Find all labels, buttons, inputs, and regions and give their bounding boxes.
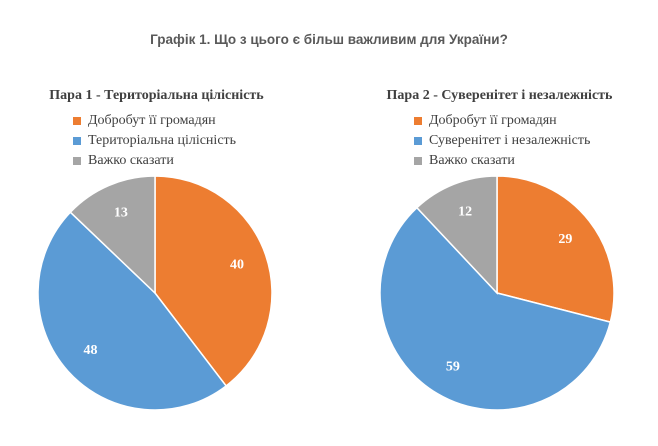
data-label-sovereignty: 59 [446,360,460,375]
data-label-wellbeing: 29 [558,232,572,247]
pie-chart-1: 40 48 13 [37,175,273,411]
legend-swatch-wellbeing [73,117,81,125]
figure-title: Графік 1. Що з цього є більш важливим дл… [150,32,508,47]
legend-item-sovereignty: Суверенітет і незалежність [414,131,590,151]
legend-item-hard-to-say: Важко сказати [73,151,236,171]
pie-slice-wellbeing [154,175,273,387]
chart-title-1: Пара 1 - Територіальна цілісність [49,88,264,103]
pie-slice-sovereignty [379,206,612,411]
pie-slice-hard-to-say [415,175,498,295]
data-label-hard-to-say: 13 [114,206,128,221]
data-label-wellbeing: 40 [230,257,244,272]
chart-panel-2: Пара 2 - Суверенітет і незалежність Добр… [329,0,658,446]
legend-label-wellbeing: Добробут її громадян [429,113,557,128]
data-label-territorial-integrity: 48 [84,343,98,358]
pie-chart-2: 29 59 12 [379,175,615,411]
legend-label-hard-to-say: Важко сказати [429,153,515,168]
legend-label-territorial-integrity: Територіальна цілісність [88,133,237,148]
legend-item-territorial-integrity: Територіальна цілісність [73,131,236,151]
legend-swatch-hard-to-say [73,157,81,165]
legend-item-hard-to-say: Важко сказати [414,151,590,171]
legend-item-wellbeing: Добробут її громадян [414,111,590,131]
chart-title-2: Пара 2 - Суверенітет і незалежність [386,88,613,103]
legend-label-wellbeing: Добробут її громадян [88,113,216,128]
legend-swatch-sovereignty [414,137,422,145]
data-label-hard-to-say: 12 [458,205,472,220]
pie-slice-territorial-integrity [37,211,228,411]
legend-2: Добробут її громадян Суверенітет і незал… [414,111,590,171]
pie-slice-wellbeing [496,175,615,324]
legend-item-wellbeing: Добробут її громадян [73,111,236,131]
legend-swatch-hard-to-say [414,157,422,165]
legend-1: Добробут її громадян Територіальна ціліс… [73,111,236,171]
legend-swatch-territorial-integrity [73,137,81,145]
legend-label-sovereignty: Суверенітет і незалежність [429,133,591,148]
pie-slice-hard-to-say [69,175,156,295]
legend-swatch-wellbeing [414,117,422,125]
legend-label-hard-to-say: Важко сказати [88,153,174,168]
chart-panel-1: Пара 1 - Територіальна цілісність Доброб… [37,88,273,411]
